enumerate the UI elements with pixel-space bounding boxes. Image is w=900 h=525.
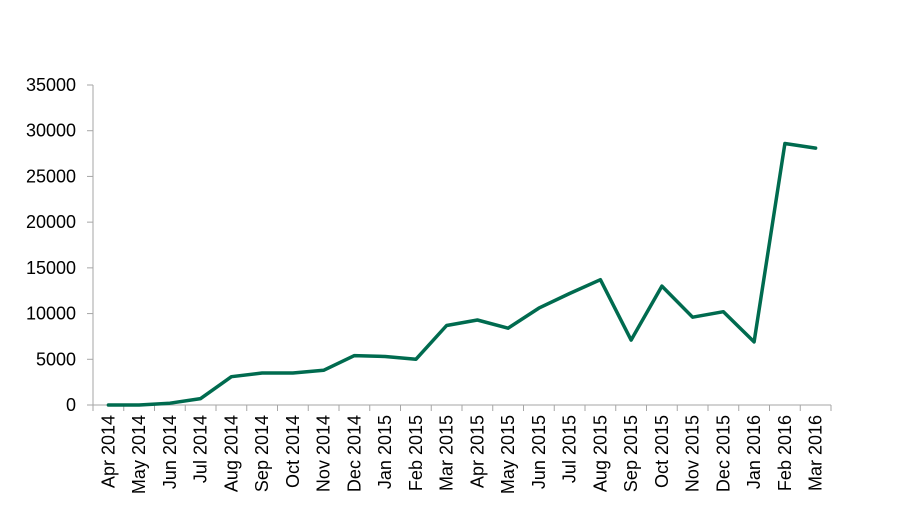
- x-tick-label: Jul 2014: [191, 415, 211, 483]
- y-tick-label: 25000: [26, 166, 76, 186]
- y-axis: 0 5000 10000 15000 20000 25000 30000 35000: [26, 75, 94, 415]
- x-tick-label: Apr 2015: [467, 415, 487, 488]
- series-group: [106, 141, 818, 407]
- x-tick-label: Aug 2014: [221, 415, 241, 492]
- y-tick-label: 0: [66, 395, 76, 415]
- x-tick-label: Jul 2015: [560, 415, 580, 483]
- x-tick-label: Feb 2016: [775, 415, 795, 491]
- y-tick-label: 10000: [26, 304, 76, 324]
- x-tick-label: Mar 2016: [806, 415, 826, 491]
- x-tick-label: Sep 2014: [252, 415, 272, 492]
- y-tick-label: 15000: [26, 258, 76, 278]
- y-tick-label: 20000: [26, 212, 76, 232]
- x-tick-label: Jan 2016: [744, 415, 764, 489]
- x-tick-label: Apr 2014: [98, 415, 118, 488]
- x-tick-label: Oct 2014: [283, 415, 303, 488]
- x-tick-label: Nov 2014: [314, 415, 334, 492]
- x-tick-label: May 2015: [498, 415, 518, 494]
- y-tick-label: 35000: [26, 75, 76, 95]
- y-tick-label: 30000: [26, 121, 76, 141]
- y-tick-label: 5000: [36, 349, 76, 369]
- x-tick-label: Dec 2015: [713, 415, 733, 492]
- series-line: [106, 141, 818, 407]
- x-tick-label: Nov 2015: [683, 415, 703, 492]
- x-tick-label: Dec 2014: [344, 415, 364, 492]
- x-tick-label: Jun 2015: [529, 415, 549, 489]
- x-tick-label: Oct 2015: [652, 415, 672, 488]
- x-tick-label: Jun 2014: [160, 415, 180, 489]
- x-tick-label: Aug 2015: [590, 415, 610, 492]
- x-tick-label: Sep 2015: [621, 415, 641, 492]
- x-tick-label: May 2014: [129, 415, 149, 494]
- x-axis: Apr 2014 May 2014 Jun 2014 Jul 2014 Aug 2014…: [92, 404, 832, 494]
- x-tick-label: Feb 2015: [406, 415, 426, 491]
- x-tick-label: Jan 2015: [375, 415, 395, 489]
- x-tick-label: Mar 2015: [437, 415, 457, 491]
